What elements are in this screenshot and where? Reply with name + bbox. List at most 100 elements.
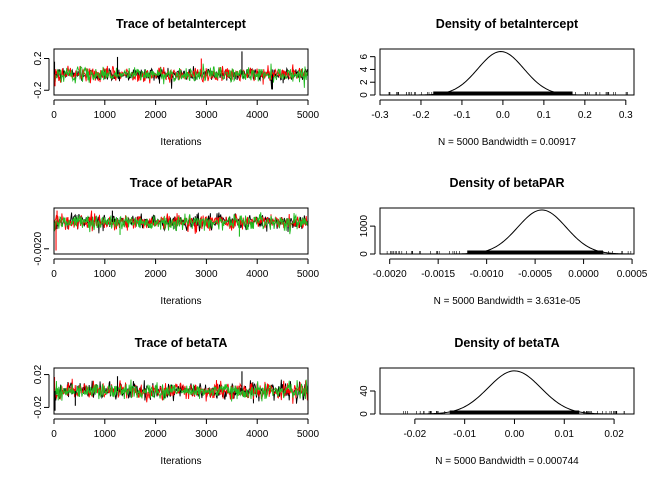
- x-tick-label: 0.02: [604, 429, 624, 440]
- y-tick-label: 40: [359, 385, 370, 397]
- rug-core: [449, 410, 580, 414]
- x-tick-label: 0.0005: [617, 269, 648, 280]
- x-axis-label: Iterations: [160, 137, 201, 148]
- panel-3: Trace of betaPAR 0 1000 2000 3000 4000 5000 Ite…: [33, 176, 320, 307]
- x-axis: 0 1000 2000 3000 4000 5000: [51, 99, 320, 121]
- x-tick-label: -0.0010: [470, 269, 504, 280]
- x-tick-label: 2000: [144, 110, 167, 121]
- y-axis: -0.02 0.02: [33, 364, 50, 419]
- x-tick-label: -0.1: [453, 110, 471, 121]
- x-tick-label: 4000: [246, 429, 269, 440]
- x-axis: -0.0020 -0.0015 -0.0010 -0.0005 0.0000 0.0005: [373, 258, 648, 280]
- x-tick-label: 0.0000: [568, 269, 599, 280]
- x-tick-label: 4000: [246, 110, 269, 121]
- panel-title: Trace of betaIntercept: [116, 17, 247, 31]
- trace-series-3: [54, 63, 308, 88]
- panel-title: Density of betaTA: [454, 336, 559, 350]
- plot-frame: [53, 367, 309, 415]
- rug-core: [433, 91, 573, 95]
- x-axis-label: Iterations: [160, 456, 201, 467]
- x-tick-label: -0.02: [403, 429, 426, 440]
- y-axis: 0 1000: [359, 215, 376, 257]
- x-tick-label: 0: [51, 110, 57, 121]
- trace-series-3: [54, 212, 308, 235]
- x-tick-label: 5000: [297, 110, 320, 121]
- x-tick-label: -0.2: [412, 110, 430, 121]
- plot-frame: [379, 367, 635, 415]
- x-tick-label: 0.2: [578, 110, 592, 121]
- plot-marks: [380, 209, 634, 254]
- y-tick-label: 0.2: [33, 51, 44, 65]
- panel-5: Trace of betaTA 0 1000 2000 3000 4000 5000 Iter…: [33, 336, 320, 467]
- x-tick-label: 3000: [195, 269, 218, 280]
- plot-frame: [53, 207, 309, 255]
- y-tick-label: 0: [359, 251, 370, 257]
- plot-marks: [380, 51, 634, 95]
- x-tick-label: 5000: [297, 429, 320, 440]
- x-tick-label: 0.00: [505, 429, 525, 440]
- panel-4: Density of betaPAR-0.0020 -0.0015 -0.0010-…: [359, 176, 648, 307]
- y-tick-label: 6: [359, 53, 370, 59]
- panel-2: Density of betaIntercept -0.3 -0.2 -0.1 0.0 0…: [359, 17, 635, 148]
- x-tick-label: -0.3: [371, 110, 389, 121]
- x-axis: 0 1000 2000 3000 4000 5000: [51, 258, 320, 280]
- trace-series-3: [54, 379, 308, 402]
- x-tick-label: 0.0: [496, 110, 510, 121]
- y-tick-label: -0.02: [33, 396, 44, 419]
- panel-1: Trace of betaIntercept 0 1000 2000 3000 4000 5…: [33, 17, 320, 148]
- panel-title: Density of betaIntercept: [436, 17, 579, 31]
- panel-6: Density of betaTA -0.02 -0.01 0.00 0.01 0.02 N…: [359, 336, 635, 467]
- x-tick-label: 3000: [195, 429, 218, 440]
- x-tick-label: 2000: [144, 429, 167, 440]
- x-axis: -0.02 -0.01 0.00 0.01 0.02: [403, 418, 624, 440]
- x-tick-label: -0.0005: [518, 269, 552, 280]
- x-tick-label: 0.1: [537, 110, 551, 121]
- x-axis: 0 1000 2000 3000 4000 5000: [51, 418, 320, 440]
- panel-title: Trace of betaPAR: [130, 176, 233, 190]
- x-tick-label: 0.3: [619, 110, 633, 121]
- plot-marks: [54, 210, 308, 251]
- density-curve: [380, 209, 634, 254]
- y-axis: 0 40: [359, 385, 376, 417]
- y-tick-label: 1000: [359, 215, 370, 238]
- y-tick-label: 2: [359, 79, 370, 85]
- x-tick-label: 0: [51, 429, 57, 440]
- plot-marks: [54, 51, 308, 90]
- y-axis: 0 2 4 6: [359, 53, 376, 98]
- x-tick-label: -0.0020: [373, 269, 407, 280]
- plot-frame: [379, 48, 635, 96]
- y-tick-label: 4: [359, 66, 370, 72]
- y-tick-label: -0.0020: [33, 231, 44, 265]
- x-axis-label: N = 5000 Bandwidth = 3.631e-05: [434, 296, 581, 307]
- x-tick-label: -0.01: [453, 429, 476, 440]
- plot-marks: [380, 370, 634, 414]
- plot-marks: [54, 371, 308, 411]
- x-axis: -0.3 -0.2 -0.1 0.0 0.1 0.2 0.3: [371, 99, 633, 121]
- x-tick-label: 4000: [246, 269, 269, 280]
- x-tick-label: 3000: [195, 110, 218, 121]
- plot-frame: [379, 207, 635, 255]
- x-tick-label: 2000: [144, 269, 167, 280]
- x-tick-label: 5000: [297, 269, 320, 280]
- x-axis-label: Iterations: [160, 296, 201, 307]
- x-tick-label: 0: [51, 269, 57, 280]
- y-tick-label: 0: [359, 411, 370, 417]
- panel-title: Trace of betaTA: [135, 336, 228, 350]
- density-curve: [380, 370, 634, 414]
- x-tick-label: 1000: [94, 269, 117, 280]
- x-tick-label: -0.0015: [421, 269, 455, 280]
- y-axis: -0.2 0.2: [33, 51, 50, 99]
- x-axis-label: N = 5000 Bandwidth = 0.00917: [438, 137, 576, 148]
- rug-marks: [386, 250, 632, 254]
- y-tick-label: 0: [359, 92, 370, 98]
- panel-title: Density of betaPAR: [449, 176, 564, 190]
- y-tick-label: -0.2: [33, 81, 44, 99]
- x-tick-label: 1000: [94, 110, 117, 121]
- x-tick-label: 0.01: [555, 429, 575, 440]
- x-axis-label: N = 5000 Bandwidth = 0.000744: [435, 456, 579, 467]
- plot-frame: [53, 48, 309, 96]
- y-tick-label: 0.02: [33, 364, 44, 384]
- y-axis: -0.0020: [33, 231, 49, 266]
- density-curve: [380, 51, 634, 95]
